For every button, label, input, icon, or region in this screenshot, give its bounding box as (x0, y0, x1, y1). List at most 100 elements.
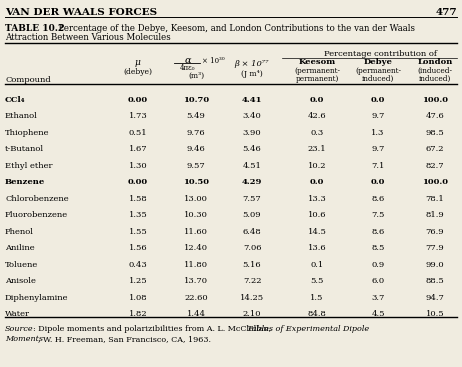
Text: 10.2: 10.2 (308, 162, 326, 170)
Text: (permanent-: (permanent- (355, 67, 401, 75)
Text: 94.7: 94.7 (426, 294, 444, 302)
Text: Chlorobenzene: Chlorobenzene (5, 195, 69, 203)
Text: Moments: Moments (5, 335, 43, 343)
Text: 10.70: 10.70 (183, 96, 209, 104)
Text: induced): induced) (362, 75, 394, 83)
Text: 477: 477 (435, 8, 457, 17)
Text: 10.6: 10.6 (308, 211, 326, 219)
Text: μ: μ (135, 58, 141, 67)
Text: 10.30: 10.30 (184, 211, 208, 219)
Text: α: α (185, 56, 191, 65)
Text: Aniline: Aniline (5, 244, 35, 252)
Text: 82.7: 82.7 (426, 162, 444, 170)
Text: induced): induced) (419, 75, 451, 83)
Text: 5.16: 5.16 (243, 261, 261, 269)
Text: 5.46: 5.46 (243, 145, 261, 153)
Text: 98.5: 98.5 (426, 129, 444, 137)
Text: 1.5: 1.5 (310, 294, 324, 302)
Text: 11.80: 11.80 (184, 261, 208, 269)
Text: 1.25: 1.25 (129, 277, 147, 286)
Text: Benzene: Benzene (5, 178, 45, 186)
Text: 84.8: 84.8 (308, 310, 327, 319)
Text: Source: Source (5, 325, 34, 333)
Text: 10.50: 10.50 (183, 178, 209, 186)
Text: (J m⁴): (J m⁴) (241, 70, 263, 78)
Text: 0.0: 0.0 (371, 178, 385, 186)
Text: Keesom: Keesom (298, 58, 335, 66)
Text: Debye: Debye (364, 58, 392, 66)
Text: Attraction Between Various Molecules: Attraction Between Various Molecules (5, 33, 171, 42)
Text: VAN DER WAALS FORCES: VAN DER WAALS FORCES (5, 8, 157, 17)
Text: 0.00: 0.00 (128, 178, 148, 186)
Text: 9.76: 9.76 (187, 129, 205, 137)
Text: 0.43: 0.43 (128, 261, 147, 269)
Text: 100.0: 100.0 (422, 96, 448, 104)
Text: 77.9: 77.9 (426, 244, 444, 252)
Text: (induced-: (induced- (418, 67, 452, 75)
Text: 7.1: 7.1 (371, 162, 385, 170)
Text: 9.7: 9.7 (371, 112, 385, 120)
Text: 7.22: 7.22 (243, 277, 261, 286)
Text: 14.5: 14.5 (308, 228, 327, 236)
Text: 0.9: 0.9 (371, 261, 385, 269)
Text: 0.51: 0.51 (129, 129, 147, 137)
Text: 7.06: 7.06 (243, 244, 261, 252)
Text: Fluorobenzene: Fluorobenzene (5, 211, 68, 219)
Text: 76.9: 76.9 (426, 228, 444, 236)
Text: 4.51: 4.51 (243, 162, 261, 170)
Text: 8.6: 8.6 (371, 228, 385, 236)
Text: 100.0: 100.0 (422, 178, 448, 186)
Text: Anisole: Anisole (5, 277, 36, 286)
Text: (debye): (debye) (123, 68, 152, 76)
Text: 8.6: 8.6 (371, 195, 385, 203)
Text: Tables of Experimental Dipole: Tables of Experimental Dipole (247, 325, 369, 333)
Text: 13.00: 13.00 (184, 195, 208, 203)
Text: 1.44: 1.44 (187, 310, 206, 319)
Text: 81.9: 81.9 (426, 211, 444, 219)
Text: 42.6: 42.6 (308, 112, 326, 120)
Text: 6.0: 6.0 (371, 277, 384, 286)
Text: 0.1: 0.1 (310, 261, 323, 269)
Text: 1.58: 1.58 (128, 195, 147, 203)
Text: Water: Water (5, 310, 30, 319)
Text: 0.3: 0.3 (310, 129, 323, 137)
Text: London: London (417, 58, 453, 66)
Text: , W. H. Freeman, San Francisco, CA, 1963.: , W. H. Freeman, San Francisco, CA, 1963… (38, 335, 211, 343)
Text: Toluene: Toluene (5, 261, 38, 269)
Text: Ethanol: Ethanol (5, 112, 38, 120)
Text: CCl₄: CCl₄ (5, 96, 25, 104)
Text: 22.60: 22.60 (184, 294, 208, 302)
Text: 13.6: 13.6 (308, 244, 326, 252)
Text: 1.30: 1.30 (129, 162, 147, 170)
Text: 4.41: 4.41 (242, 96, 262, 104)
Text: Thiophene: Thiophene (5, 129, 49, 137)
Text: Diphenylamine: Diphenylamine (5, 294, 68, 302)
Text: permanent): permanent) (295, 75, 339, 83)
Text: 5.09: 5.09 (243, 211, 261, 219)
Text: (permanent-: (permanent- (294, 67, 340, 75)
Text: 9.57: 9.57 (187, 162, 206, 170)
Text: Ethyl ether: Ethyl ether (5, 162, 53, 170)
Text: t-Butanol: t-Butanol (5, 145, 44, 153)
Text: 7.57: 7.57 (243, 195, 261, 203)
Text: 1.67: 1.67 (129, 145, 147, 153)
Text: 9.7: 9.7 (371, 145, 385, 153)
Text: 5.49: 5.49 (187, 112, 206, 120)
Text: 1.73: 1.73 (128, 112, 147, 120)
Text: 0.0: 0.0 (310, 96, 324, 104)
Text: Compound: Compound (5, 76, 51, 84)
Text: 11.60: 11.60 (184, 228, 208, 236)
Text: 3.40: 3.40 (243, 112, 261, 120)
Text: 2.10: 2.10 (243, 310, 261, 319)
Text: 3.7: 3.7 (371, 294, 385, 302)
Text: Percentage of the Debye, Keesom, and London Contributions to the van der Waals: Percentage of the Debye, Keesom, and Lon… (53, 24, 415, 33)
Text: 5.5: 5.5 (310, 277, 324, 286)
Text: 88.5: 88.5 (426, 277, 444, 286)
Text: 67.2: 67.2 (426, 145, 444, 153)
Text: 1.3: 1.3 (371, 129, 385, 137)
Text: 12.40: 12.40 (184, 244, 208, 252)
Text: TABLE 10.2: TABLE 10.2 (5, 24, 64, 33)
Text: 1.82: 1.82 (129, 310, 147, 319)
Text: 1.35: 1.35 (128, 211, 147, 219)
Text: 6.48: 6.48 (243, 228, 261, 236)
